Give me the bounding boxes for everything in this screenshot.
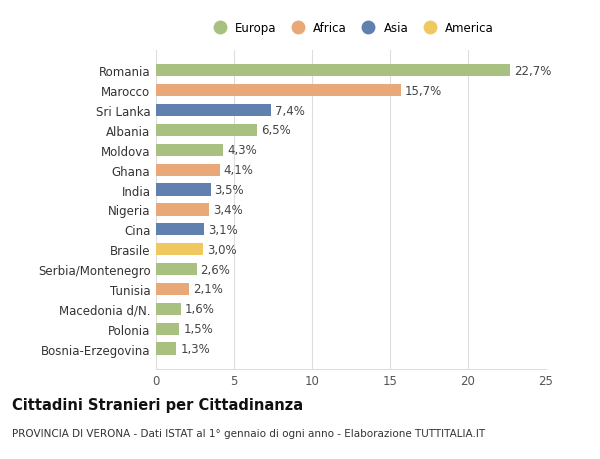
Bar [156, 224, 205, 236]
Text: Cittadini Stranieri per Cittadinanza: Cittadini Stranieri per Cittadinanza [12, 397, 303, 412]
Bar [156, 343, 176, 355]
Text: 1,5%: 1,5% [184, 323, 213, 336]
Text: 3,4%: 3,4% [213, 203, 242, 217]
Legend: Europa, Africa, Asia, America: Europa, Africa, Asia, America [206, 20, 496, 37]
Text: 7,4%: 7,4% [275, 104, 305, 118]
Bar [156, 184, 211, 196]
Text: 4,1%: 4,1% [224, 164, 254, 177]
Text: 4,3%: 4,3% [227, 144, 257, 157]
Text: 2,6%: 2,6% [200, 263, 230, 276]
Bar [156, 124, 257, 137]
Text: 3,1%: 3,1% [208, 224, 238, 236]
Bar [156, 85, 401, 97]
Text: 2,1%: 2,1% [193, 283, 223, 296]
Text: PROVINCIA DI VERONA - Dati ISTAT al 1° gennaio di ogni anno - Elaborazione TUTTI: PROVINCIA DI VERONA - Dati ISTAT al 1° g… [12, 428, 485, 438]
Text: 6,5%: 6,5% [262, 124, 291, 137]
Text: 15,7%: 15,7% [405, 84, 442, 97]
Text: 3,0%: 3,0% [206, 243, 236, 256]
Bar [156, 204, 209, 216]
Text: 3,5%: 3,5% [215, 184, 244, 196]
Bar [156, 144, 223, 157]
Bar [156, 263, 197, 276]
Bar [156, 65, 510, 77]
Bar [156, 105, 271, 117]
Bar [156, 244, 203, 256]
Bar [156, 303, 181, 315]
Text: 1,6%: 1,6% [185, 302, 215, 316]
Bar [156, 323, 179, 335]
Text: 22,7%: 22,7% [514, 65, 551, 78]
Bar [156, 164, 220, 176]
Text: 1,3%: 1,3% [180, 342, 210, 355]
Bar [156, 283, 189, 296]
